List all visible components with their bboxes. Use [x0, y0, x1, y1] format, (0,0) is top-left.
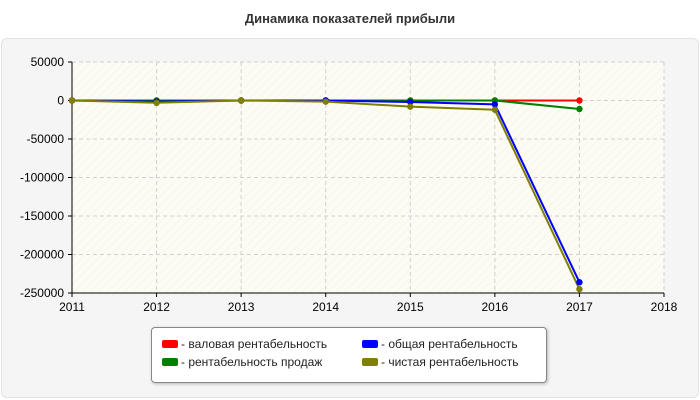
legend-label: - чистая рентабельность [381, 355, 519, 369]
legend-swatch [362, 358, 378, 366]
legend-label: - общая рентабельность [381, 337, 518, 351]
y-tick-label: 50000 [31, 55, 65, 69]
y-tick-label: -200000 [20, 248, 64, 262]
x-tick-label: 2012 [143, 300, 170, 314]
x-tick-label: 2013 [228, 300, 255, 314]
legend-item-sales: - рентабельность продаж [162, 354, 322, 370]
chart-title: Динамика показателей прибыли [244, 11, 456, 26]
y-tick-label: -50000 [27, 132, 65, 146]
data-point-3-0[interactable] [68, 97, 76, 104]
legend-label: - валовая рентабельность [181, 337, 328, 351]
data-point-1-6[interactable] [576, 105, 583, 113]
series-points [68, 97, 583, 293]
legend-swatch [162, 340, 178, 348]
x-tick-label: 2018 [651, 300, 678, 314]
data-point-0-6[interactable] [576, 97, 583, 104]
data-point-3-2[interactable] [237, 97, 245, 104]
y-tick-label: -100000 [20, 171, 64, 185]
x-tick-label: 2011 [59, 300, 85, 314]
x-tick-label: 2014 [312, 300, 339, 314]
data-point-3-4[interactable] [407, 103, 414, 110]
legend-swatch [362, 340, 378, 348]
legend-label: - рентабельность продаж [181, 355, 323, 369]
legend-item-net: - чистая рентабельность [362, 354, 518, 370]
x-tick-label: 2017 [566, 300, 593, 314]
data-point-2-6[interactable] [576, 279, 583, 286]
legend-swatch [162, 358, 178, 366]
y-tick-label: -150000 [20, 209, 64, 223]
data-point-3-6[interactable] [576, 285, 583, 293]
axis-ticks: 50000 0 -50000 -100000 -150000 -200000 -250000… [20, 55, 678, 314]
legend-item-gross: - валовая рентабельность [162, 336, 327, 352]
data-point-2-4[interactable] [407, 98, 414, 106]
x-tick-label: 2016 [482, 300, 509, 314]
y-tick-label: -250000 [20, 286, 64, 300]
chart-legend: - валовая рентабельность - общая рентабе… [151, 327, 547, 383]
data-point-3-5[interactable] [491, 106, 499, 113]
data-point-2-5[interactable] [491, 101, 499, 108]
x-tick-label: 2015 [397, 300, 424, 314]
data-point-3-1[interactable] [153, 99, 160, 107]
legend-item-total: - общая рентабельность [362, 336, 518, 352]
data-point-3-3[interactable] [322, 98, 329, 105]
y-tick-label: 0 [57, 94, 64, 108]
